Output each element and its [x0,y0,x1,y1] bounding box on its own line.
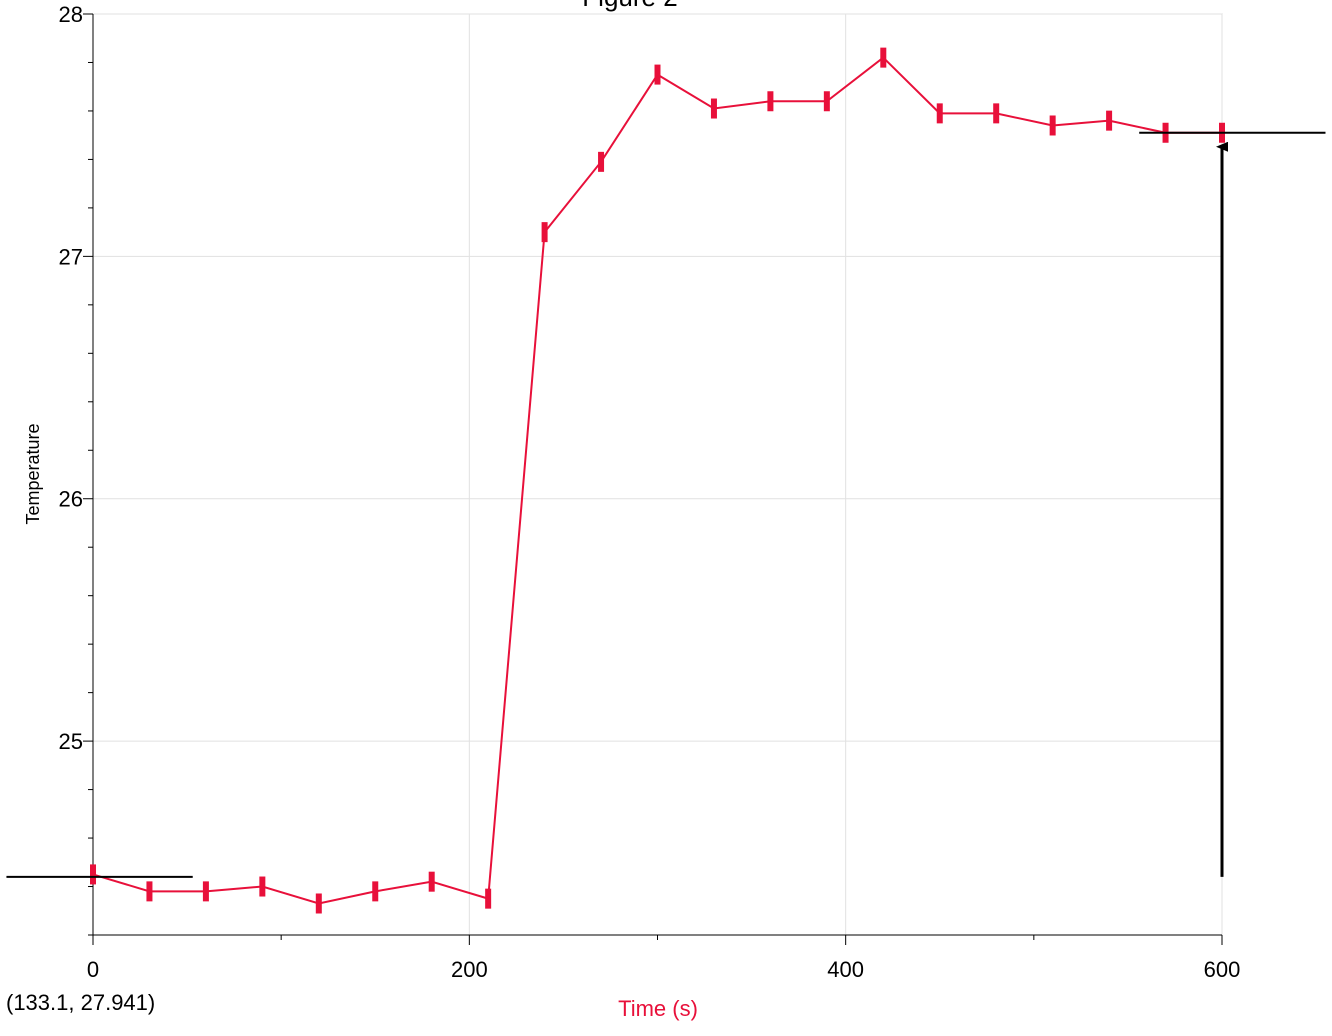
data-point [90,864,96,885]
data-point [767,91,774,112]
x-axis-label: Time (s) [618,996,698,1021]
x-tick-label: 200 [451,957,488,982]
data-point [541,222,548,243]
data-point [146,881,153,902]
x-tick-label: 600 [1204,957,1241,982]
tick-labels: 0 200 400 600 25 26 27 28 [59,2,1241,982]
y-tick-label: 26 [59,487,83,512]
series-temperature [90,47,1225,914]
annotations [6,131,1326,878]
y-axis-label: Temperature [23,423,43,524]
y-tick-label: 28 [59,2,83,27]
y-tick-label: 25 [59,729,83,754]
axes [83,13,1223,945]
data-point [315,893,322,914]
data-point [993,103,1000,124]
plot-area [92,13,1223,936]
coordinate-readout: (133.1, 27.941) [6,990,155,1015]
data-point [823,91,830,112]
data-point [485,888,492,909]
data-point [1106,110,1113,131]
data-point [428,871,435,892]
data-point [710,98,717,119]
data-point [654,64,661,85]
data-point [880,47,887,68]
data-point [372,881,379,902]
x-tick-label: 0 [87,957,99,982]
chart-title: Figure 2 [582,0,677,12]
data-point [936,103,943,124]
y-tick-label: 27 [59,244,83,269]
data-point [598,151,605,172]
data-point [202,881,209,902]
x-tick-label: 400 [827,957,864,982]
data-point [259,876,266,897]
data-point [1049,115,1056,136]
